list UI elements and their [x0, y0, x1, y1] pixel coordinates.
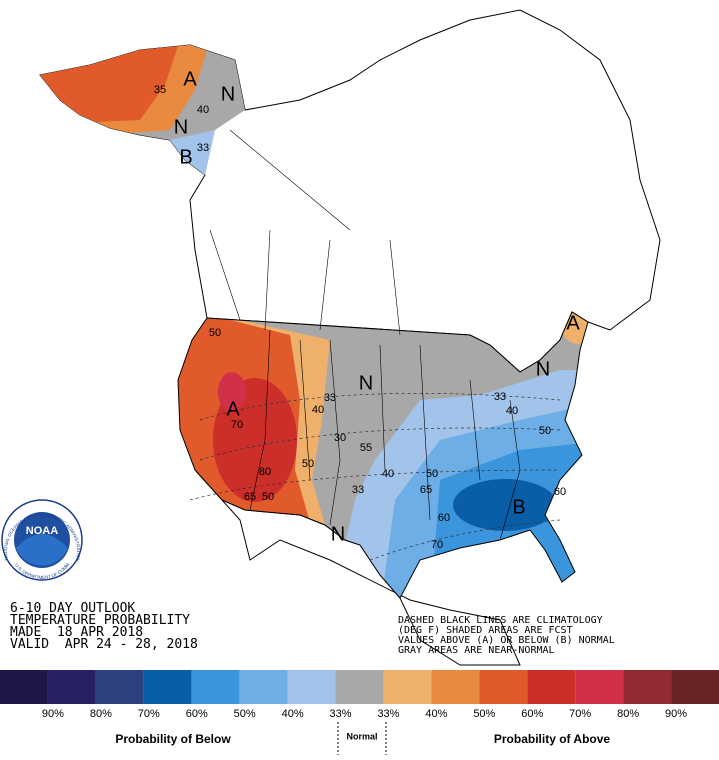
- legend-swatch: [191, 670, 240, 704]
- map-label: 50: [302, 458, 314, 470]
- legend-label: 70%: [569, 708, 591, 720]
- legend-swatch: [287, 670, 336, 704]
- legend-swatch: [431, 670, 480, 704]
- normal-caption: Normal: [346, 731, 377, 741]
- legend-label: 33%: [330, 708, 352, 720]
- legend: 90% 80% 70% 60% 50% 40% 33% 33% 40% 50% 60% 70% 80% 9…: [0, 670, 719, 720]
- legend-label: 90%: [42, 708, 64, 720]
- outlook-line: MADE 18 APR 2018: [10, 625, 143, 640]
- outlook-line: 6-10 DAY OUTLOOK: [10, 601, 135, 616]
- legend-swatch: [623, 670, 672, 704]
- legend-label: 40%: [425, 708, 447, 720]
- above-caption: Probability of Above: [494, 732, 611, 746]
- legend-swatch: [335, 670, 384, 704]
- map-label: 70: [231, 419, 243, 431]
- map-label: 70: [431, 539, 443, 551]
- us-outline: [177, 311, 589, 599]
- map-label: N: [536, 358, 550, 380]
- legend-label: 80%: [617, 708, 639, 720]
- map-label: 55: [360, 442, 372, 454]
- outlook-line: TEMPERATURE PROBABILITY: [10, 613, 190, 628]
- map-label: A: [183, 68, 197, 90]
- legend-swatch: [143, 670, 192, 704]
- map-label: 60: [438, 512, 450, 524]
- map-label: 33: [197, 142, 209, 154]
- map-label: 33: [324, 392, 336, 404]
- note-line: VALUES ABOVE (A) OR BELOW (B) NORMAL: [398, 635, 615, 646]
- legend-label: 33%: [377, 708, 399, 720]
- legend-label: 80%: [90, 708, 112, 720]
- legend-swatch: [575, 670, 624, 704]
- legend-label: 40%: [282, 708, 304, 720]
- legend-swatch: [383, 670, 432, 704]
- map-label: 50: [262, 491, 274, 503]
- legend-swatch: [239, 670, 288, 704]
- map-label: N: [359, 372, 373, 394]
- legend-label: 90%: [665, 708, 687, 720]
- legend-label: 70%: [138, 708, 160, 720]
- legend-swatch: [47, 670, 96, 704]
- map-label: A: [226, 398, 240, 420]
- legend-swatch: [95, 670, 144, 704]
- map-label: 40: [382, 468, 394, 480]
- map-label: 50: [426, 468, 438, 480]
- legend-label: 50%: [473, 708, 495, 720]
- legend-label: 60%: [521, 708, 543, 720]
- legend-swatch: [479, 670, 528, 704]
- legend-swatch: [527, 670, 576, 704]
- map-label: 80: [259, 466, 271, 478]
- note-line: GRAY AREAS ARE NEAR-NORMAL: [398, 645, 555, 656]
- note-line: DASHED BLACK LINES ARE CLIMATOLOGY: [398, 615, 603, 626]
- map-label: 60: [554, 486, 566, 498]
- map-label: 35: [154, 84, 166, 96]
- note-line: (DEG F) SHADED AREAS ARE FCST: [398, 625, 573, 636]
- map-label: 50: [209, 327, 221, 339]
- map-label: 33: [352, 484, 364, 496]
- map-label: B: [179, 146, 192, 168]
- map-label: 65: [420, 484, 432, 496]
- map-label: 30: [334, 432, 346, 444]
- map-label: A: [566, 312, 580, 334]
- map-label: 40: [197, 104, 209, 116]
- map-label: N: [331, 523, 345, 545]
- map-label: B: [512, 496, 525, 518]
- legend-swatch: [0, 670, 48, 704]
- map-label: 50: [539, 425, 551, 437]
- below-caption: Probability of Below: [115, 732, 231, 746]
- map-label: N: [174, 116, 188, 138]
- map-label: 40: [506, 405, 518, 417]
- legend-label: 60%: [186, 708, 208, 720]
- legend-label: 50%: [234, 708, 256, 720]
- logo-name: NOAA: [26, 525, 58, 537]
- legend-swatch: [671, 670, 719, 704]
- map-label: 40: [312, 404, 324, 416]
- map-label: 65: [244, 491, 256, 503]
- climatology-lines: [189, 393, 561, 561]
- map-label: 33: [494, 391, 506, 403]
- outlook-line: VALID APR 24 - 28, 2018: [10, 637, 198, 652]
- map-label: N: [221, 83, 235, 105]
- notes-text: DASHED BLACK LINES ARE CLIMATOLOGY(DEG F…: [398, 615, 615, 656]
